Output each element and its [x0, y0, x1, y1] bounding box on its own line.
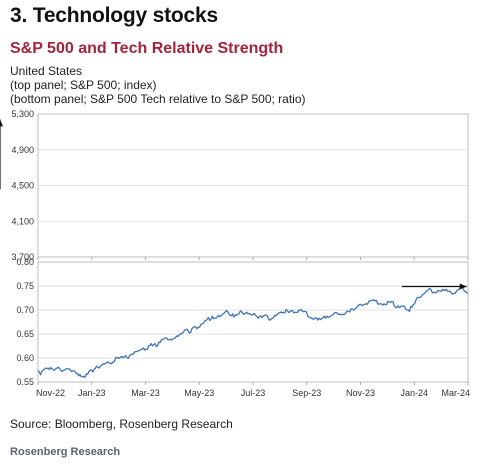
bottom-y-tick-label: 0.65 — [16, 329, 34, 339]
x-tick-label: Mar-24 — [441, 388, 470, 398]
chart-title: S&P 500 and Tech Relative Strength — [10, 40, 284, 57]
footer-brand: Rosenberg Research — [10, 446, 121, 458]
bottom-series-line — [37, 286, 468, 378]
top-y-tick-label: 4,500 — [11, 181, 34, 191]
bottom-y-tick-label: 0.80 — [16, 257, 34, 267]
bottom-y-tick-label: 0.70 — [16, 305, 34, 315]
bottom-y-tick-label: 0.55 — [16, 377, 34, 387]
x-tick-label: Jan-24 — [400, 388, 428, 398]
top-y-tick-label: 3,700 — [11, 252, 34, 262]
bottom-y-tick-label: 0.75 — [16, 281, 34, 291]
subtitle-bottom-panel: (bottom panel; S&P 500 Tech relative to … — [10, 92, 306, 106]
top-y-tick-label: 4,100 — [11, 216, 34, 226]
x-tick-label: Nov-22 — [36, 388, 65, 398]
x-tick-label: Jul-23 — [241, 388, 266, 398]
x-tick-label: Mar-23 — [131, 388, 160, 398]
x-tick-label: Sep-23 — [292, 388, 321, 398]
bottom-y-tick-label: 0.60 — [16, 353, 34, 363]
x-tick-label: Jan-23 — [78, 388, 106, 398]
x-tick-label: Nov-23 — [346, 388, 375, 398]
top-y-tick-label: 5,300 — [11, 109, 34, 119]
source-note: Source: Bloomberg, Rosenberg Research — [10, 417, 233, 431]
x-tick-label: May-23 — [184, 388, 214, 398]
subtitle-top-panel: (top panel; S&P 500; index) — [10, 78, 157, 92]
top-y-tick-label: 4,900 — [11, 145, 34, 155]
subtitle-country: United States — [10, 64, 83, 78]
page-heading: 3. Technology stocks — [10, 4, 218, 27]
